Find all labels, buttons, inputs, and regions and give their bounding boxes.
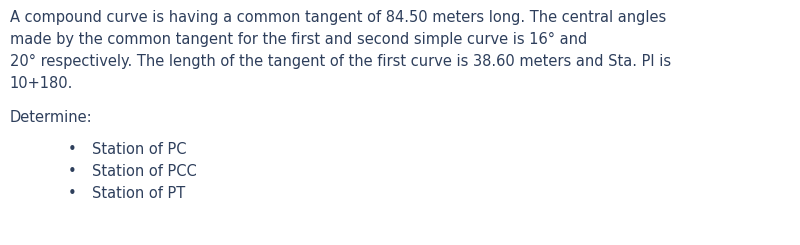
Text: made by the common tangent for the first and second simple curve is 16° and: made by the common tangent for the first… xyxy=(10,32,587,47)
Text: A compound curve is having a common tangent of 84.50 meters long. The central an: A compound curve is having a common tang… xyxy=(10,10,666,25)
Text: •: • xyxy=(68,186,77,201)
Text: Station of PT: Station of PT xyxy=(92,186,186,201)
Text: Station of PC: Station of PC xyxy=(92,142,186,157)
Text: 20° respectively. The length of the tangent of the first curve is 38.60 meters a: 20° respectively. The length of the tang… xyxy=(10,54,670,69)
Text: 10+180.: 10+180. xyxy=(10,76,73,91)
Text: Determine:: Determine: xyxy=(10,110,92,125)
Text: Station of PCC: Station of PCC xyxy=(92,164,197,179)
Text: •: • xyxy=(68,164,77,179)
Text: •: • xyxy=(68,142,77,157)
